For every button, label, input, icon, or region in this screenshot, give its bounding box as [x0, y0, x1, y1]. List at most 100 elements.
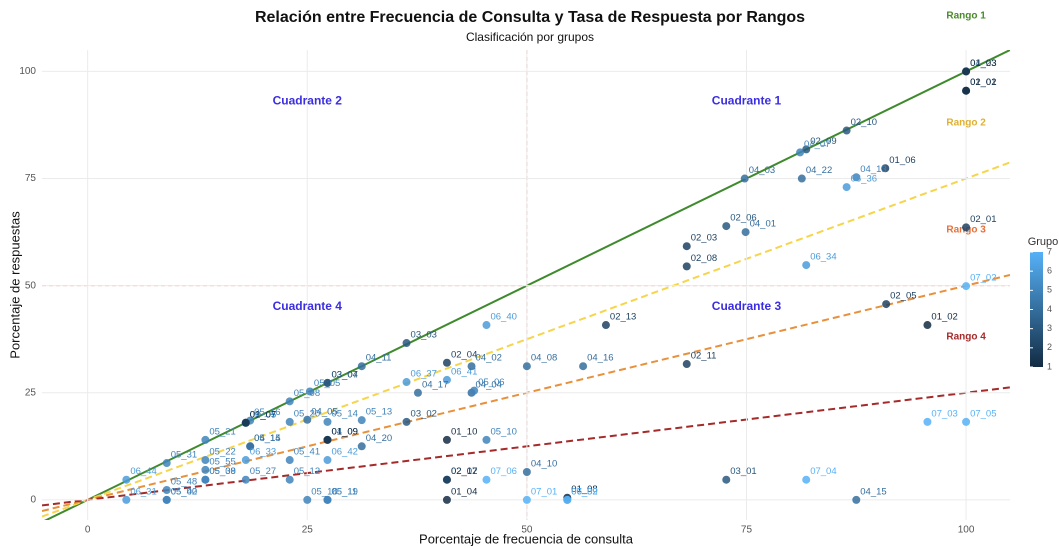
- point: [122, 495, 131, 504]
- point: [852, 495, 861, 504]
- x-tick-label: 0: [85, 525, 91, 536]
- point-label: 06_44: [130, 466, 156, 477]
- x-tick-label: 50: [521, 525, 533, 536]
- point: [842, 126, 851, 135]
- point-label: 01_09: [331, 426, 357, 437]
- point-label: 05_48: [171, 477, 197, 488]
- point-label: 05_14: [331, 408, 357, 419]
- point-label: 06_33: [250, 447, 276, 458]
- reference-label: Rango 4: [946, 332, 986, 343]
- point-label: 05_38: [209, 466, 235, 477]
- point-label: 03_04: [331, 369, 357, 380]
- chart-subtitle: Clasificación por grupos: [466, 30, 594, 44]
- point-label: 04_07: [804, 139, 830, 150]
- point: [522, 468, 531, 477]
- point-label: 06_40: [490, 312, 516, 323]
- point-label: 04_01: [750, 219, 776, 230]
- quadrant-label: Cuadrante 3: [712, 299, 782, 313]
- point-label: 05_27: [250, 466, 276, 477]
- reference-label: Rango 1: [946, 10, 986, 21]
- point: [563, 495, 572, 504]
- point: [246, 442, 255, 451]
- point-label: 05_55: [209, 456, 235, 467]
- point-label: 05_11: [331, 486, 357, 497]
- point-label: 01_08: [571, 484, 597, 495]
- y-axis-label: Porcentaje de respuestas: [7, 211, 22, 359]
- point-label: 05_02: [171, 486, 197, 497]
- quadrant-label: Cuadrante 4: [273, 299, 343, 313]
- point-label: 05_22: [209, 447, 235, 458]
- point-label: 05_20: [294, 408, 320, 419]
- point: [162, 486, 171, 495]
- point-label: 01_01: [970, 77, 996, 88]
- point: [357, 362, 366, 371]
- legend-colorbar: [1030, 252, 1043, 367]
- x-axis-label: Porcentaje de frecuencia de consulta: [419, 531, 634, 546]
- point-label: 04_04: [476, 379, 502, 390]
- point: [682, 262, 691, 271]
- point-label: 05_06: [478, 377, 504, 388]
- point: [285, 417, 294, 426]
- point-label: 07_06: [490, 466, 516, 477]
- point: [962, 417, 971, 426]
- y-tick-label: 75: [25, 173, 37, 184]
- point: [962, 86, 971, 95]
- point-label: 05_41: [294, 447, 320, 458]
- point-label: 07_04: [810, 466, 836, 477]
- point: [402, 417, 411, 426]
- point-label: 01_02: [931, 312, 957, 323]
- point-label: 04_08: [531, 353, 557, 364]
- point-label: 02_05: [890, 291, 916, 302]
- point: [402, 378, 411, 387]
- point-label: 04_16: [587, 353, 613, 364]
- point-label: 05_05: [314, 378, 340, 389]
- point-label: 07_09: [571, 486, 597, 497]
- point: [442, 475, 451, 484]
- point-label: 07_02: [970, 273, 996, 284]
- point: [881, 164, 890, 173]
- legend-tick-label: 6: [1047, 266, 1052, 276]
- reference-label: Rango 2: [946, 117, 986, 128]
- point-label: 02_02: [970, 77, 996, 88]
- reference-line: [42, 386, 1010, 507]
- point-label: 06_36: [851, 174, 877, 185]
- y-tick-label: 50: [25, 280, 37, 291]
- point: [882, 300, 891, 309]
- point: [241, 418, 250, 427]
- point-label: 04_14: [254, 433, 280, 444]
- point: [740, 174, 749, 183]
- point-label: 02_11: [691, 351, 717, 362]
- point-label: 06_34: [810, 252, 836, 263]
- point: [305, 387, 314, 396]
- quadrant-label: Cuadrante 1: [712, 94, 782, 108]
- legend-tick-label: 7: [1047, 246, 1052, 256]
- point: [241, 475, 250, 484]
- point-label: 07_05: [970, 408, 996, 419]
- point-label: 05_18: [311, 486, 337, 497]
- point: [482, 475, 491, 484]
- point: [682, 242, 691, 251]
- point-label: 04_10: [531, 459, 557, 470]
- point: [442, 495, 451, 504]
- point: [285, 475, 294, 484]
- point: [241, 456, 250, 465]
- point-label: 06_31: [130, 486, 156, 497]
- chart-title: Relación entre Frecuencia de Consulta y …: [255, 9, 805, 26]
- point: [162, 495, 171, 504]
- point: [467, 362, 476, 371]
- point: [797, 174, 806, 183]
- point-label: 06_32: [571, 486, 597, 497]
- point-label: 04_03: [749, 165, 775, 176]
- point: [962, 223, 971, 232]
- x-tick-label: 100: [958, 525, 975, 536]
- point: [285, 397, 294, 406]
- point: [482, 435, 491, 444]
- point-label: 04_09: [331, 426, 357, 437]
- point-label: 02_13: [610, 312, 636, 323]
- point-label: 04_22: [806, 165, 832, 176]
- point: [796, 148, 805, 157]
- point: [162, 459, 171, 468]
- point: [923, 321, 932, 330]
- point: [285, 456, 294, 465]
- point-label: 02_10: [851, 117, 877, 128]
